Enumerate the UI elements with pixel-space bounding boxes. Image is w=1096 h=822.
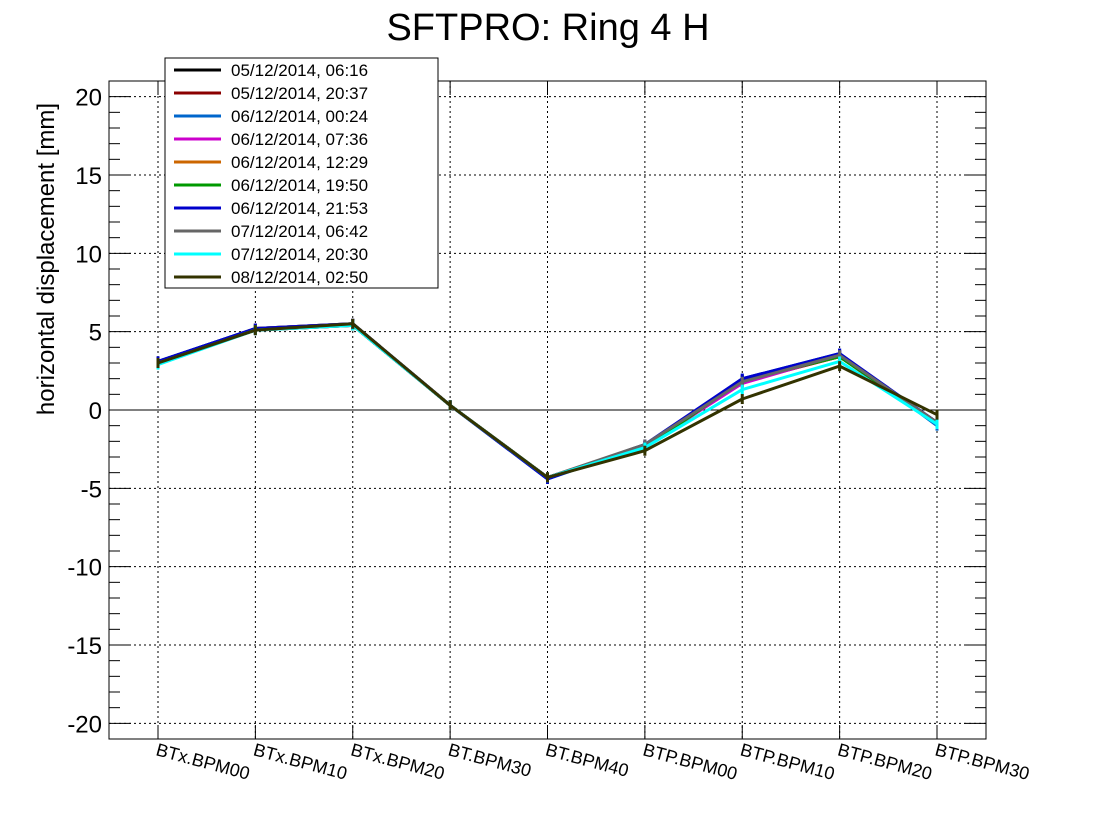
y-tick-label: 20 [75, 85, 102, 112]
chart-title: SFTPRO: Ring 4 H [386, 7, 709, 49]
legend-box [164, 57, 439, 289]
legend-label: 06/12/2014, 12:29 [231, 153, 368, 172]
x-category-labels: BTx.BPM00 BTx.BPM10 BTx.BPM20 BT.BPM30 BT.BP… [154, 740, 1032, 784]
legend-label: 07/12/2014, 06:42 [231, 222, 368, 241]
y-tick-label: -15 [67, 633, 102, 660]
x-category-label: BTP.BPM00 [641, 740, 740, 784]
legend-label: 06/12/2014, 21:53 [231, 199, 368, 218]
legend-label: 08/12/2014, 02:50 [231, 268, 368, 287]
x-category-label: BTx.BPM20 [349, 740, 447, 784]
y-tick-label: 10 [75, 241, 102, 268]
y-tick-label: -10 [67, 555, 102, 582]
series-group [156, 318, 939, 483]
x-category-label: BTP.BPM20 [836, 740, 935, 784]
legend-label: 07/12/2014, 20:30 [231, 245, 368, 264]
legend: 05/12/2014, 06:16 05/12/2014, 20:37 06/12/… [164, 57, 439, 289]
legend-label: 05/12/2014, 20:37 [231, 84, 368, 103]
legend-label: 06/12/2014, 00:24 [231, 107, 368, 126]
y-tick-label: -20 [67, 711, 102, 738]
y-tick-labels: 20 15 10 5 0 -5 -10 -15 -20 [67, 85, 102, 739]
y-tick-label: 0 [89, 398, 102, 425]
y-tick-label: -5 [81, 476, 102, 503]
x-category-label: BT.BPM40 [543, 740, 630, 781]
series-layer [156, 318, 939, 484]
legend-label: 06/12/2014, 07:36 [231, 130, 368, 149]
y-tick-label: 15 [75, 163, 102, 190]
x-category-label: BTP.BPM10 [738, 740, 837, 784]
y-axis-label: horizontal displacement [mm] [33, 103, 60, 415]
ticks-layer [109, 80, 986, 740]
x-category-label: BT.BPM30 [446, 740, 533, 781]
x-category-label: BTP.BPM30 [933, 740, 1032, 784]
legend-label: 06/12/2014, 19:50 [231, 176, 368, 195]
x-category-label: BTx.BPM10 [251, 740, 349, 784]
y-tick-label: 5 [89, 320, 102, 347]
legend-label: 05/12/2014, 06:16 [231, 61, 368, 80]
legend-entries: 05/12/2014, 06:16 05/12/2014, 20:37 06/12/… [174, 61, 368, 287]
x-category-label: BTx.BPM00 [154, 740, 252, 784]
